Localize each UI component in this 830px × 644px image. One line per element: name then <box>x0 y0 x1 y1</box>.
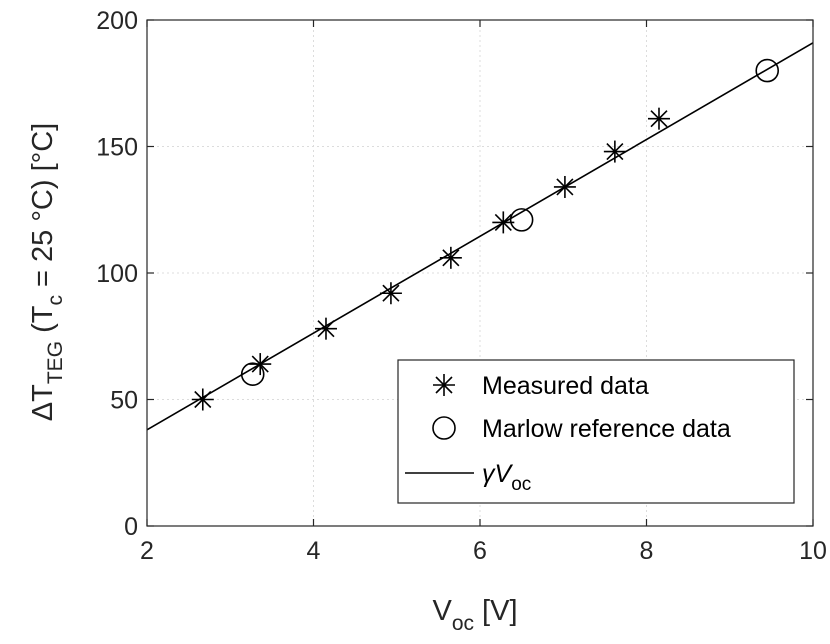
y-axis-label: ΔTTEG (Tc = 25 °C) [°C] <box>27 123 67 421</box>
tick-marks <box>146 19 814 527</box>
y-tick-labels: 0 50 100 150 200 <box>96 7 138 541</box>
measured-point <box>647 107 670 130</box>
legend-box <box>397 359 795 504</box>
legend-label-fit: γVoc <box>482 460 531 495</box>
measured-data-points <box>191 107 670 411</box>
legend-star-icon <box>433 374 455 396</box>
measured-point <box>603 140 626 163</box>
measured-point <box>553 175 576 198</box>
legend-circle-icon <box>432 416 456 440</box>
legend-label-reference: Marlow reference data <box>482 415 731 443</box>
measured-point <box>439 246 462 269</box>
x-tick-label: 8 <box>640 537 654 565</box>
x-tick-label: 2 <box>140 537 154 565</box>
measured-point <box>314 317 337 340</box>
reference-data-points <box>240 58 780 387</box>
x-tick-labels: 2 4 6 8 10 <box>140 537 827 565</box>
y-tick-label: 150 <box>96 134 138 162</box>
y-tick-label: 50 <box>110 387 138 415</box>
measured-point <box>379 282 402 305</box>
x-tick-label: 4 <box>307 537 321 565</box>
y-tick-label: 100 <box>96 260 138 288</box>
x-tick-label: 6 <box>473 537 487 565</box>
y-tick-label: 200 <box>96 7 138 35</box>
x-axis-label: Voc [V] <box>432 595 517 635</box>
legend-label-measured: Measured data <box>482 372 649 400</box>
reference-point <box>509 208 534 232</box>
reference-point <box>755 58 780 83</box>
legend: Measured data Marlow reference data γVoc <box>397 359 795 504</box>
y-tick-label: 0 <box>124 513 138 541</box>
measured-point <box>191 388 214 411</box>
measured-point <box>249 353 272 376</box>
reference-point <box>240 362 265 387</box>
x-tick-label: 10 <box>799 537 827 565</box>
